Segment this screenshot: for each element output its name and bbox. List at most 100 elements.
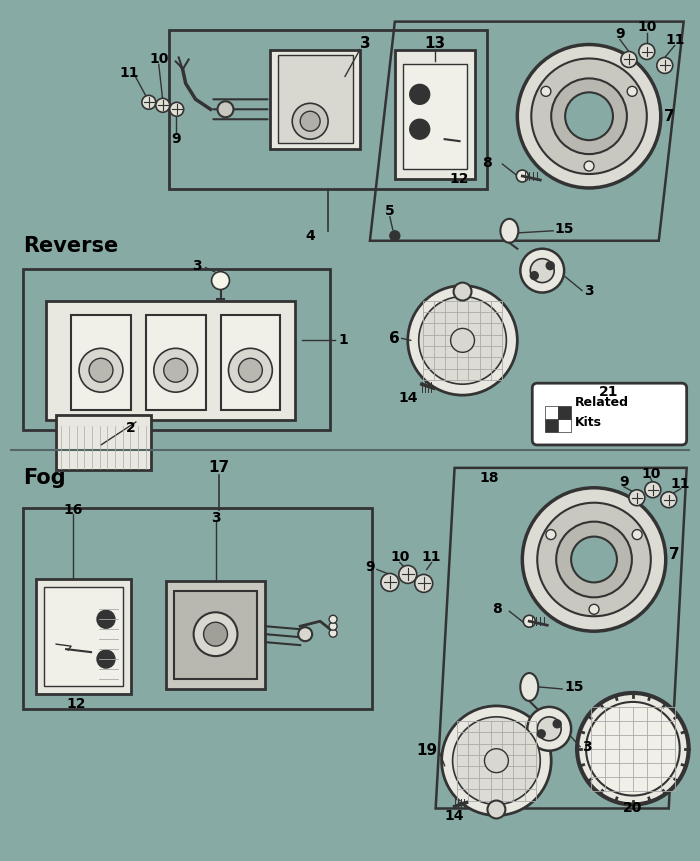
Text: 7: 7	[668, 547, 680, 562]
Circle shape	[632, 530, 642, 540]
Text: 10: 10	[641, 467, 661, 480]
Text: 10: 10	[390, 550, 410, 565]
Text: 11: 11	[671, 477, 690, 491]
Circle shape	[627, 86, 637, 96]
Circle shape	[538, 717, 561, 740]
Text: 12: 12	[449, 172, 469, 186]
Text: 18: 18	[480, 471, 499, 485]
Circle shape	[164, 358, 188, 382]
Circle shape	[484, 749, 508, 772]
Circle shape	[142, 96, 156, 109]
Circle shape	[79, 349, 123, 392]
Circle shape	[589, 604, 599, 614]
Bar	[270, 50, 360, 149]
Text: 9: 9	[619, 474, 629, 489]
Circle shape	[300, 111, 320, 131]
FancyBboxPatch shape	[532, 383, 687, 445]
Text: 15: 15	[564, 680, 584, 694]
Circle shape	[565, 92, 613, 140]
Bar	[395, 50, 475, 179]
Bar	[46, 300, 295, 420]
Circle shape	[577, 693, 689, 804]
Circle shape	[531, 271, 538, 280]
Text: 9: 9	[615, 27, 624, 40]
Bar	[23, 269, 330, 430]
Text: 10: 10	[149, 53, 169, 66]
Text: 10: 10	[637, 20, 657, 34]
Circle shape	[410, 84, 430, 104]
Text: 16: 16	[64, 503, 83, 517]
Bar	[71, 315, 131, 410]
Circle shape	[169, 102, 183, 116]
Circle shape	[451, 328, 475, 352]
Circle shape	[629, 490, 645, 505]
Circle shape	[645, 482, 661, 498]
Text: 8: 8	[482, 156, 492, 170]
Circle shape	[531, 258, 554, 282]
Bar	[279, 55, 353, 143]
Bar	[36, 579, 131, 694]
Circle shape	[541, 86, 551, 96]
Circle shape	[546, 530, 556, 540]
Text: 1: 1	[338, 333, 348, 347]
Text: 3: 3	[211, 511, 220, 524]
Text: 9: 9	[365, 561, 375, 574]
Circle shape	[194, 612, 237, 656]
Text: 5: 5	[385, 204, 395, 218]
Circle shape	[292, 103, 328, 139]
Text: 13: 13	[424, 36, 445, 51]
Bar	[402, 65, 466, 169]
Circle shape	[329, 623, 337, 630]
Circle shape	[538, 730, 545, 738]
Bar	[220, 315, 280, 410]
Circle shape	[553, 720, 561, 728]
Circle shape	[527, 707, 571, 751]
Circle shape	[218, 102, 234, 117]
Circle shape	[97, 650, 115, 668]
Circle shape	[586, 702, 680, 796]
Circle shape	[414, 574, 433, 592]
Bar	[166, 581, 265, 689]
Bar	[169, 29, 487, 189]
Circle shape	[442, 706, 551, 815]
Bar	[23, 508, 372, 709]
Circle shape	[329, 629, 337, 637]
Circle shape	[89, 358, 113, 382]
Circle shape	[571, 536, 617, 582]
Bar	[44, 587, 123, 686]
Circle shape	[329, 616, 337, 623]
Circle shape	[154, 349, 197, 392]
Circle shape	[584, 161, 594, 171]
Circle shape	[517, 170, 528, 182]
Bar	[545, 419, 558, 432]
Circle shape	[538, 503, 651, 616]
Circle shape	[228, 349, 272, 392]
Text: 15: 15	[554, 222, 574, 236]
Bar	[558, 406, 571, 419]
Text: 4: 4	[305, 229, 315, 243]
Circle shape	[454, 282, 472, 300]
Text: 17: 17	[208, 461, 229, 475]
Circle shape	[517, 45, 661, 188]
Circle shape	[239, 358, 262, 382]
Circle shape	[211, 271, 230, 289]
Text: 2: 2	[126, 421, 136, 435]
Text: 11: 11	[422, 550, 442, 565]
Text: 3: 3	[584, 283, 594, 298]
Circle shape	[487, 801, 505, 819]
Bar	[146, 315, 206, 410]
Circle shape	[390, 231, 400, 241]
Text: 19: 19	[416, 743, 438, 759]
Circle shape	[621, 52, 637, 67]
Text: 14: 14	[444, 809, 464, 823]
Text: 14: 14	[398, 391, 417, 406]
Text: Fog: Fog	[23, 468, 66, 488]
Text: Related: Related	[575, 395, 629, 409]
Circle shape	[156, 98, 169, 112]
Circle shape	[556, 522, 632, 598]
Text: Kits: Kits	[575, 416, 602, 429]
Text: 3: 3	[192, 258, 202, 273]
Circle shape	[661, 492, 677, 508]
Circle shape	[419, 296, 506, 384]
Text: Reverse: Reverse	[23, 236, 118, 256]
